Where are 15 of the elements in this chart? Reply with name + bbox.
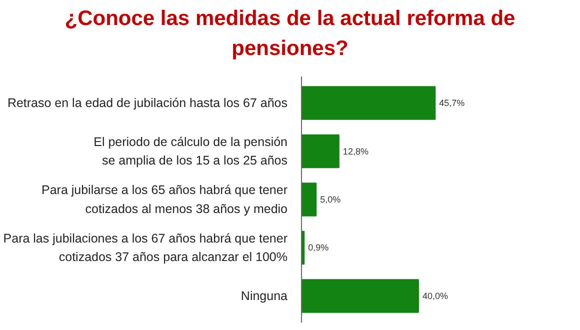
bar xyxy=(302,182,317,216)
bar xyxy=(302,279,419,313)
y-tick-label: Para las jubilaciones a los 67 años habrá que tener cotizados 37 años para alcanzar el 100% xyxy=(3,231,288,264)
bar xyxy=(302,134,340,168)
data-label: 12,8% xyxy=(342,146,368,156)
data-label: 5,0% xyxy=(320,194,341,204)
bar xyxy=(302,86,436,120)
y-tick-label: Retraso en la edad de jubilación hasta los 67 años xyxy=(7,96,288,110)
chart-title: ¿Conoce las medidas de la actual reforma de pensiones? xyxy=(64,6,516,62)
data-label: 0,9% xyxy=(308,242,329,253)
y-tick-label: Para jubilarse a los 65 años habrá que tener cotizados al menos 38 años y medio xyxy=(42,183,288,216)
y-tick-label: El periodo de cálculo de la pensión se amplia de los 15 a los 25 años xyxy=(94,134,288,168)
data-label: 40,0% xyxy=(422,290,448,301)
data-label: 45,7% xyxy=(439,98,465,108)
y-tick-label: Ninguna xyxy=(240,288,288,303)
